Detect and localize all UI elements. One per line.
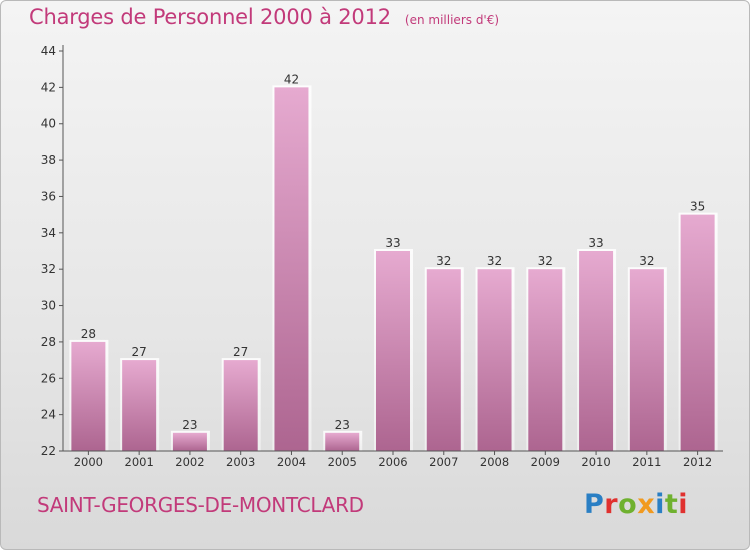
bar-2008[interactable] bbox=[477, 269, 512, 451]
x-tick-label: 2009 bbox=[531, 455, 560, 469]
bar-value-label: 33 bbox=[588, 236, 603, 250]
logo-letter: i bbox=[678, 489, 689, 520]
bar-2000[interactable] bbox=[71, 341, 106, 451]
y-tick-label: 30 bbox=[41, 299, 56, 313]
chart-subtitle: (en milliers d'€) bbox=[404, 13, 500, 27]
x-axis: 2000 2001 2002 2003 2004 2005 2006 2007 2008 2009… bbox=[63, 450, 723, 469]
y-tick-label: 42 bbox=[41, 80, 56, 94]
y-tick-label: 22 bbox=[41, 444, 56, 458]
x-tick-label: 2011 bbox=[632, 455, 661, 469]
bar-value-label: 42 bbox=[284, 72, 299, 86]
commune-name: SAINT-GEORGES-DE-MONTCLARD bbox=[37, 493, 364, 517]
bar-value-label: 32 bbox=[639, 254, 654, 268]
bar-value-label: 35 bbox=[690, 200, 705, 214]
logo-letter: P bbox=[584, 489, 605, 520]
x-tick-label: 2002 bbox=[175, 455, 204, 469]
y-tick-label: 36 bbox=[41, 189, 56, 203]
y-tick-label: 44 bbox=[41, 44, 56, 58]
x-tick-label: 2003 bbox=[226, 455, 255, 469]
bar-2009[interactable] bbox=[528, 269, 563, 451]
bar-2006[interactable] bbox=[376, 251, 410, 451]
bar-2004[interactable] bbox=[274, 87, 309, 451]
x-tick-label: 2006 bbox=[378, 455, 407, 469]
chart-title: Charges de Personnel 2000 à 2012 bbox=[29, 5, 391, 29]
bars: 28 27 23 27 42 23 33 32 32 32 33 32 35 bbox=[69, 72, 718, 451]
bar-2007[interactable] bbox=[426, 269, 461, 451]
bar-2011[interactable] bbox=[629, 269, 664, 451]
y-tick-label: 28 bbox=[41, 335, 56, 349]
x-tick-label: 2010 bbox=[581, 455, 610, 469]
x-tick-label: 2004 bbox=[277, 455, 306, 469]
logo-letter: x bbox=[637, 489, 656, 520]
x-tick-label: 2005 bbox=[328, 455, 357, 469]
bar-value-label: 32 bbox=[436, 254, 451, 268]
y-tick-label: 26 bbox=[41, 371, 56, 385]
bar-value-label: 27 bbox=[132, 345, 147, 359]
logo-letter: t bbox=[664, 489, 679, 520]
bar-value-label: 32 bbox=[538, 254, 553, 268]
bar-value-label: 23 bbox=[182, 418, 197, 432]
y-tick-label: 40 bbox=[41, 117, 56, 131]
y-tick-label: 24 bbox=[41, 408, 56, 422]
logo-letter: r bbox=[604, 489, 619, 520]
bar-2005[interactable] bbox=[325, 432, 360, 451]
bar-value-label: 33 bbox=[385, 236, 400, 250]
logo-letter: i bbox=[655, 489, 665, 520]
x-tick-label: 2008 bbox=[480, 455, 509, 469]
bar-value-label: 23 bbox=[335, 418, 350, 432]
bar-value-label: 27 bbox=[233, 345, 248, 359]
bar-value-label: 28 bbox=[81, 327, 96, 341]
chart-title-block: Charges de Personnel 2000 à 2012 (en mill… bbox=[29, 5, 499, 29]
y-tick-label: 38 bbox=[41, 153, 56, 167]
y-tick-label: 34 bbox=[41, 226, 56, 240]
bar-2003[interactable] bbox=[223, 360, 258, 451]
x-tick-label: 2007 bbox=[429, 455, 458, 469]
bar-value-label: 32 bbox=[487, 254, 502, 268]
x-tick-label: 2012 bbox=[683, 455, 712, 469]
proxiti-logo[interactable]: Proxiti bbox=[584, 489, 688, 520]
bar-2012[interactable] bbox=[680, 214, 715, 451]
x-tick-label: 2000 bbox=[74, 455, 103, 469]
logo-letter: o bbox=[618, 489, 638, 520]
bar-2002[interactable] bbox=[172, 432, 207, 451]
y-axis: 22 24 26 28 30 32 34 36 38 40 42 44 bbox=[41, 44, 64, 458]
bar-2010[interactable] bbox=[579, 251, 614, 451]
y-tick-label: 32 bbox=[41, 262, 56, 276]
x-tick-label: 2001 bbox=[125, 455, 154, 469]
bar-2001[interactable] bbox=[122, 360, 157, 451]
